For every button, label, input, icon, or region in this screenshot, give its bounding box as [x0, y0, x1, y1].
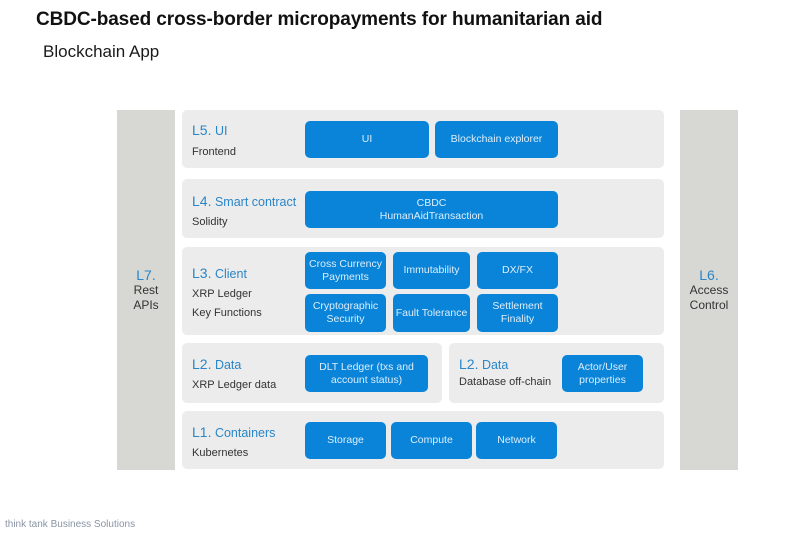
- component-fault-tolerance[interactable]: Fault Tolerance: [393, 294, 470, 332]
- layer-name: UI: [214, 124, 228, 138]
- side-column-label-line: Control: [689, 298, 729, 312]
- side-column-id: L6.: [699, 267, 719, 283]
- layer-subtitle: Frontend: [192, 146, 237, 158]
- component-immutability[interactable]: Immutability: [393, 252, 470, 289]
- diagram-subtitle: Blockchain App: [43, 42, 160, 61]
- layer-name: Smart contract: [214, 195, 297, 209]
- side-column-label-line: APIs: [133, 298, 159, 312]
- layer-l1-containers: L1. Containers Kubernetes Storage Comput…: [182, 411, 664, 469]
- layer-id: L4.: [192, 193, 212, 209]
- side-column-label-line: Rest: [133, 283, 159, 297]
- component-ui[interactable]: UI: [305, 121, 429, 158]
- layer-heading: L5. UI: [192, 122, 227, 138]
- layer-id: L3.: [192, 265, 212, 281]
- layer-name: Data: [481, 358, 509, 372]
- layer-l5-ui: L5. UI Frontend UI Blockchain explorer: [182, 110, 664, 168]
- layer-heading: L1. Containers: [192, 424, 275, 440]
- layer-heading: L3. Client: [192, 265, 247, 281]
- layer-subtitle: Database off-chain: [459, 376, 552, 388]
- layer-name: Client: [214, 267, 247, 281]
- layer-subtitle: Key Functions: [192, 307, 262, 319]
- component-settlement-finality[interactable]: Settlement Finality: [477, 294, 558, 332]
- side-column-rest-apis: L7. Rest APIs: [117, 110, 175, 470]
- layer-subtitle: XRP Ledger data: [192, 379, 277, 391]
- component-cbdc-humanaidtransaction[interactable]: CBDC HumanAidTransaction: [305, 191, 558, 228]
- layer-subtitle: Solidity: [192, 216, 228, 228]
- layer-heading: L2. Data: [192, 356, 241, 372]
- component-network[interactable]: Network: [476, 422, 557, 459]
- component-dlt-ledger[interactable]: DLT Ledger (txs and account status): [305, 355, 428, 392]
- layer-id: L2.: [192, 356, 212, 372]
- layer-l4-smart-contract: L4. Smart contract Solidity CBDC HumanAi…: [182, 179, 664, 238]
- component-cross-currency-payments[interactable]: Cross Currency Payments: [305, 252, 386, 289]
- layer-heading: L2. Data: [459, 356, 508, 372]
- layer-l2-data-xrp: L2. Data XRP Ledger data DLT Ledger (txs…: [182, 343, 442, 403]
- component-actor-user-properties[interactable]: Actor/User properties: [562, 355, 643, 392]
- side-column-label-line: Access: [689, 283, 729, 297]
- component-blockchain-explorer[interactable]: Blockchain explorer: [435, 121, 558, 158]
- layer-id: L5.: [192, 122, 212, 138]
- component-cryptographic-security[interactable]: Cryptographic Security: [305, 294, 386, 332]
- layer-heading: L4. Smart contract: [192, 193, 296, 209]
- side-column-access-control: L6. Access Control: [680, 110, 738, 470]
- diagram-title: CBDC-based cross-border micropayments fo…: [36, 9, 603, 30]
- component-dx-fx[interactable]: DX/FX: [477, 252, 558, 289]
- footer-brand: think tank Business Solutions: [5, 519, 136, 530]
- layer-id: L2.: [459, 356, 479, 372]
- layer-subtitle: XRP Ledger: [192, 288, 252, 300]
- component-storage[interactable]: Storage: [305, 422, 386, 459]
- layer-l2-data-offchain: L2. Data Database off-chain Actor/User p…: [449, 343, 664, 403]
- layer-name: Data: [214, 358, 242, 372]
- layer-l3-client: L3. Client XRP Ledger Key Functions Cros…: [182, 247, 664, 335]
- layer-id: L1.: [192, 424, 212, 440]
- layer-name: Containers: [214, 426, 276, 440]
- layer-subtitle: Kubernetes: [192, 447, 249, 459]
- component-compute[interactable]: Compute: [391, 422, 472, 459]
- side-column-id: L7.: [136, 267, 156, 283]
